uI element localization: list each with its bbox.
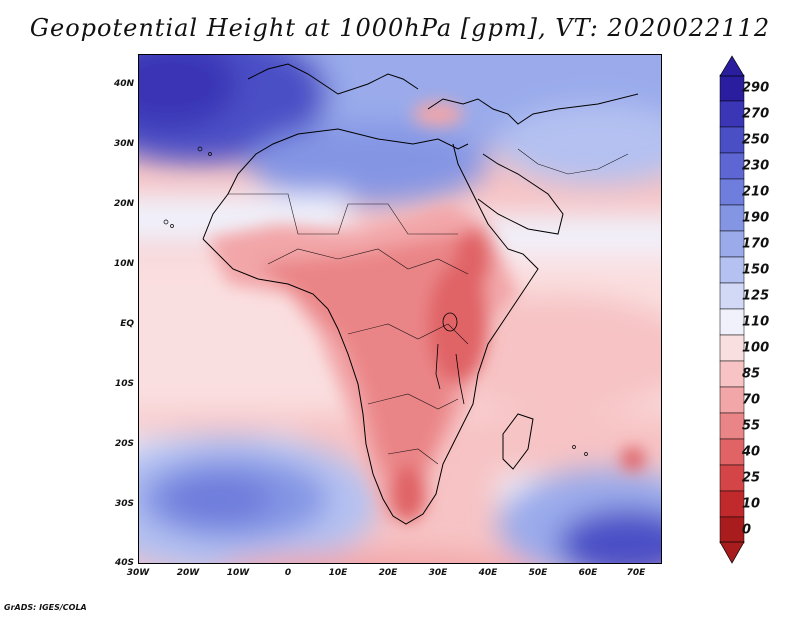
- colorbar-label: 100: [742, 340, 770, 356]
- lat-label-40s: 40S: [114, 558, 134, 568]
- colorbar-swatch: [719, 230, 745, 258]
- lon-label-40e: 40E: [478, 568, 498, 578]
- lon-label-50e: 50E: [528, 568, 548, 578]
- lat-label-40n: 40N: [113, 79, 134, 89]
- colorbar-bottom-arrow: [719, 541, 745, 564]
- colorbar-label: 25: [742, 470, 761, 486]
- colorbar-swatch: [719, 464, 745, 492]
- grads-credit: GrADS: IGES/COLA: [4, 603, 87, 612]
- colorbar-label: 55: [742, 418, 761, 434]
- colorbar-label: 150: [742, 262, 770, 278]
- colorbar-swatch: [719, 100, 745, 128]
- lon-label-30e: 30E: [428, 568, 448, 578]
- colorbar-label: 250: [742, 132, 770, 148]
- colorbar-swatch: [719, 490, 745, 518]
- lon-label-0: 0: [284, 568, 292, 578]
- colorbar-label: 125: [742, 288, 770, 304]
- map-panel: [138, 54, 662, 564]
- colorbar-label: 10: [742, 496, 761, 512]
- lat-label-20n: 20N: [113, 199, 134, 209]
- colorbar-swatch: [719, 74, 745, 102]
- colorbar-label: 170: [742, 236, 770, 252]
- colorbar-swatch: [719, 438, 745, 466]
- colorbar-swatch: [719, 126, 745, 154]
- colorbar-label: 110: [742, 314, 770, 330]
- colorbar-swatch: [719, 308, 745, 336]
- lat-label-20s: 20S: [114, 439, 134, 449]
- colorbar-swatch: [719, 386, 745, 414]
- colorbar-label: 85: [742, 366, 761, 382]
- colorbar-swatch: [719, 178, 745, 206]
- lat-label-eq: EQ: [120, 319, 134, 329]
- lon-label-20w: 20W: [176, 568, 200, 578]
- geopotential-height-map: [138, 54, 662, 564]
- colorbar-label: 190: [742, 210, 770, 226]
- lon-label-70e: 70E: [626, 568, 646, 578]
- lat-label-10s: 10S: [114, 379, 134, 389]
- colorbar-top-arrow: [719, 55, 745, 77]
- lon-label-10w: 10W: [226, 568, 250, 578]
- lat-label-30n: 30N: [113, 139, 134, 149]
- colorbar-label: 210: [742, 184, 770, 200]
- colorbar-label: 270: [742, 106, 770, 122]
- lon-label-10e: 10E: [328, 568, 348, 578]
- lat-label-30s: 30S: [114, 499, 134, 509]
- chart-title: Geopotential Height at 1000hPa [gpm], VT…: [29, 14, 771, 42]
- colorbar-swatch: [719, 152, 745, 180]
- colorbar: [719, 55, 745, 564]
- colorbar-swatch: [719, 360, 745, 388]
- colorbar-label: 70: [742, 392, 761, 408]
- colorbar-swatch: [719, 282, 745, 310]
- lon-label-30w: 30W: [126, 568, 150, 578]
- colorbar-swatch: [719, 412, 745, 440]
- lat-label-10n: 10N: [113, 259, 134, 269]
- colorbar-label: 290: [742, 80, 770, 96]
- colorbar-label: 0: [742, 522, 752, 538]
- colorbar-label: 230: [742, 158, 770, 174]
- colorbar-swatch: [719, 516, 745, 544]
- colorbar-swatch: [719, 334, 745, 362]
- lon-label-20e: 20E: [378, 568, 398, 578]
- colorbar-swatch: [719, 256, 745, 284]
- colorbar-swatch: [719, 204, 745, 232]
- colorbar-label: 40: [742, 444, 761, 460]
- lon-label-60e: 60E: [578, 568, 598, 578]
